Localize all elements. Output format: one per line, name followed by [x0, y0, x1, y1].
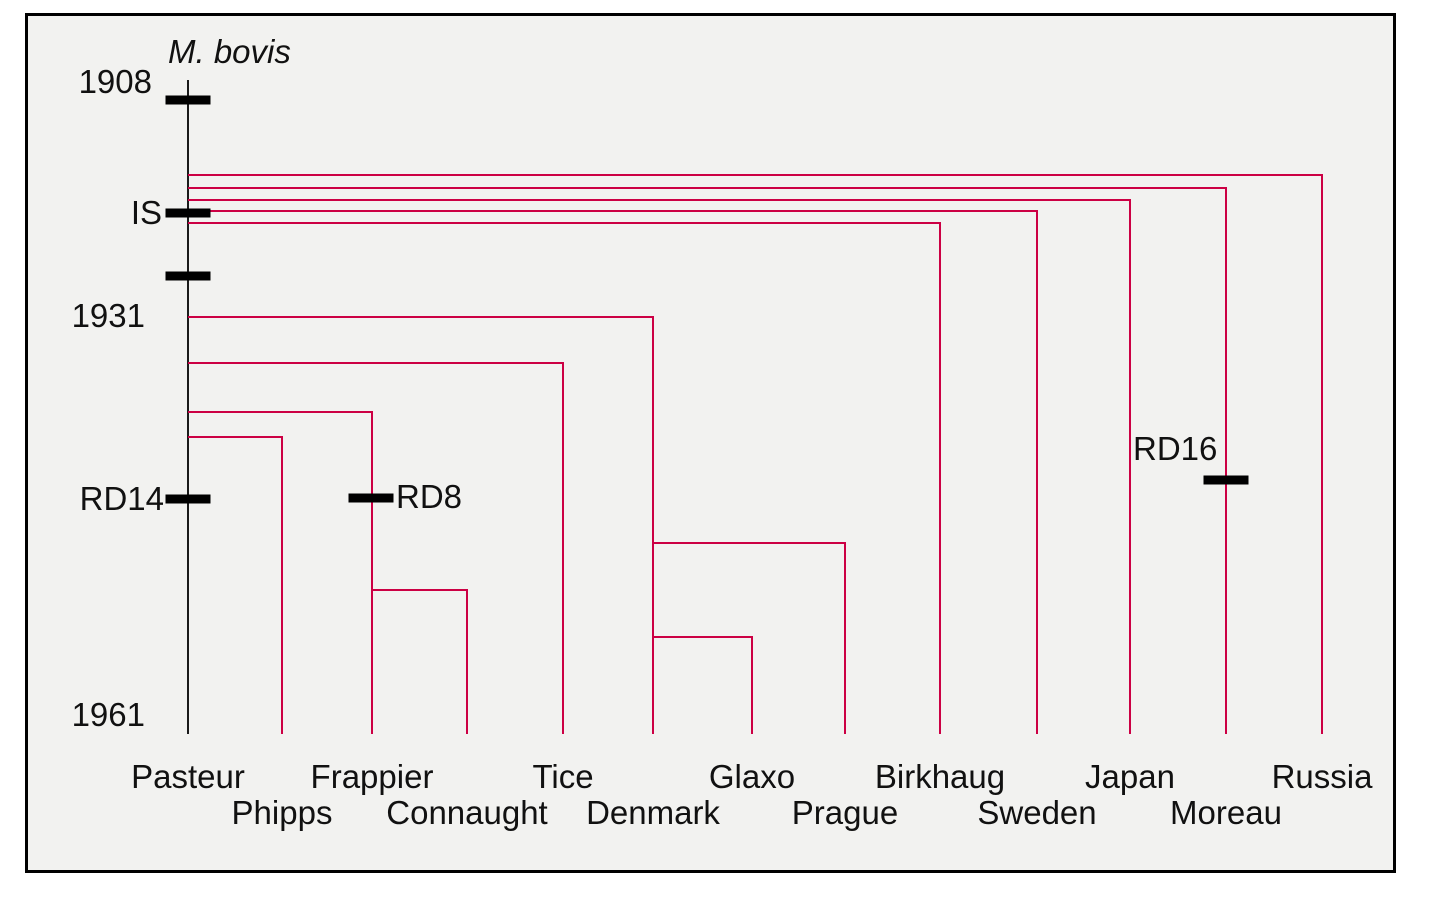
- year-label-1908: 1908: [78, 63, 152, 100]
- is-marker-label: IS: [130, 194, 162, 231]
- branch-line-prague: [653, 542, 846, 734]
- strain-label-sweden: Sweden: [977, 794, 1097, 831]
- branch-line-tice: [188, 362, 564, 734]
- root-species-label: M. bovis: [168, 33, 291, 70]
- tick-is: [165, 208, 211, 218]
- tick-rd14: [165, 494, 211, 504]
- branch-line-japan: [188, 199, 1131, 734]
- year-label-1961: 1961: [71, 696, 145, 733]
- branch-line-denmark: [188, 316, 654, 734]
- strain-label-phipps: Phipps: [231, 794, 333, 831]
- strain-label-denmark: Denmark: [586, 794, 720, 831]
- year-label-1931: 1931: [71, 297, 145, 334]
- strain-label-prague: Prague: [791, 794, 899, 831]
- strain-label-connaught: Connaught: [386, 794, 548, 831]
- branch-line-birkhaug: [188, 222, 941, 734]
- strain-label-frappier: Frappier: [310, 758, 434, 795]
- tick-1908: [165, 95, 211, 105]
- strain-label-birkhaug: Birkhaug: [874, 758, 1006, 795]
- branch-line-russia: [188, 174, 1323, 734]
- branch-line-phipps: [188, 436, 283, 734]
- strain-label-russia: Russia: [1271, 758, 1373, 795]
- strain-label-moreau: Moreau: [1170, 794, 1282, 831]
- tick-rd8: [348, 493, 394, 503]
- strain-label-japan: Japan: [1085, 758, 1175, 795]
- figure-frame: [25, 13, 1396, 873]
- rd14-marker-label: RD14: [79, 480, 164, 517]
- branch-line-frappier: [188, 411, 373, 734]
- tick-unlabeled: [165, 271, 211, 281]
- strain-label-tice: Tice: [532, 758, 594, 795]
- branch-line-moreau: [188, 187, 1227, 734]
- strain-label-pasteur: Pasteur: [131, 758, 245, 795]
- branch-line-glaxo: [653, 636, 753, 734]
- branch-line-sweden: [188, 210, 1038, 734]
- rd16-marker-label: RD16: [1133, 430, 1218, 467]
- tick-rd16: [1203, 475, 1249, 485]
- branch-line-connaught: [372, 589, 468, 734]
- strain-label-glaxo: Glaxo: [708, 758, 796, 795]
- rd8-marker-label: RD8: [396, 478, 463, 515]
